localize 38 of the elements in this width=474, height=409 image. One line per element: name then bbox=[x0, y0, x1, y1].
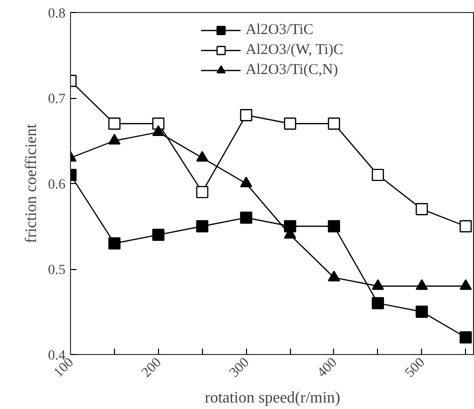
point bbox=[416, 306, 428, 318]
point bbox=[108, 118, 121, 130]
legend-label: Al2O3/Ti(C,N) bbox=[246, 62, 338, 78]
point bbox=[372, 279, 384, 290]
point bbox=[328, 220, 340, 232]
point bbox=[152, 118, 164, 130]
x-tick-label: 400 bbox=[314, 355, 340, 381]
x-axis-title: rotation speed(r/min) bbox=[204, 389, 340, 406]
legend-label: Al2O3/(W, Ti)C bbox=[246, 42, 344, 58]
point bbox=[240, 109, 252, 122]
point bbox=[196, 150, 208, 162]
point bbox=[152, 228, 164, 241]
point bbox=[328, 118, 340, 130]
point bbox=[196, 220, 208, 232]
y-tick-label: 0.6 bbox=[48, 178, 66, 192]
x-tick-label: 500 bbox=[402, 355, 428, 381]
y-tick-label: 0.5 bbox=[48, 263, 66, 278]
point bbox=[372, 297, 384, 310]
x-tick-label: 200 bbox=[139, 355, 165, 381]
point bbox=[416, 279, 428, 290]
point bbox=[460, 279, 472, 290]
point bbox=[152, 125, 164, 136]
point bbox=[240, 212, 252, 224]
y-tick-label: 0.7 bbox=[48, 92, 66, 107]
point bbox=[416, 203, 428, 216]
x-tick-label: 300 bbox=[227, 355, 253, 381]
point bbox=[108, 134, 121, 145]
point bbox=[108, 237, 121, 250]
legend-label: Al2O3/TiC bbox=[246, 22, 314, 38]
point bbox=[284, 118, 296, 130]
point bbox=[196, 186, 208, 198]
point bbox=[240, 176, 252, 188]
point bbox=[372, 168, 384, 182]
point bbox=[460, 331, 472, 344]
y-axis-title: friction coefficient bbox=[23, 123, 40, 244]
point bbox=[328, 270, 340, 282]
point bbox=[460, 220, 472, 232]
y-tick-label: 0.8 bbox=[48, 6, 66, 22]
